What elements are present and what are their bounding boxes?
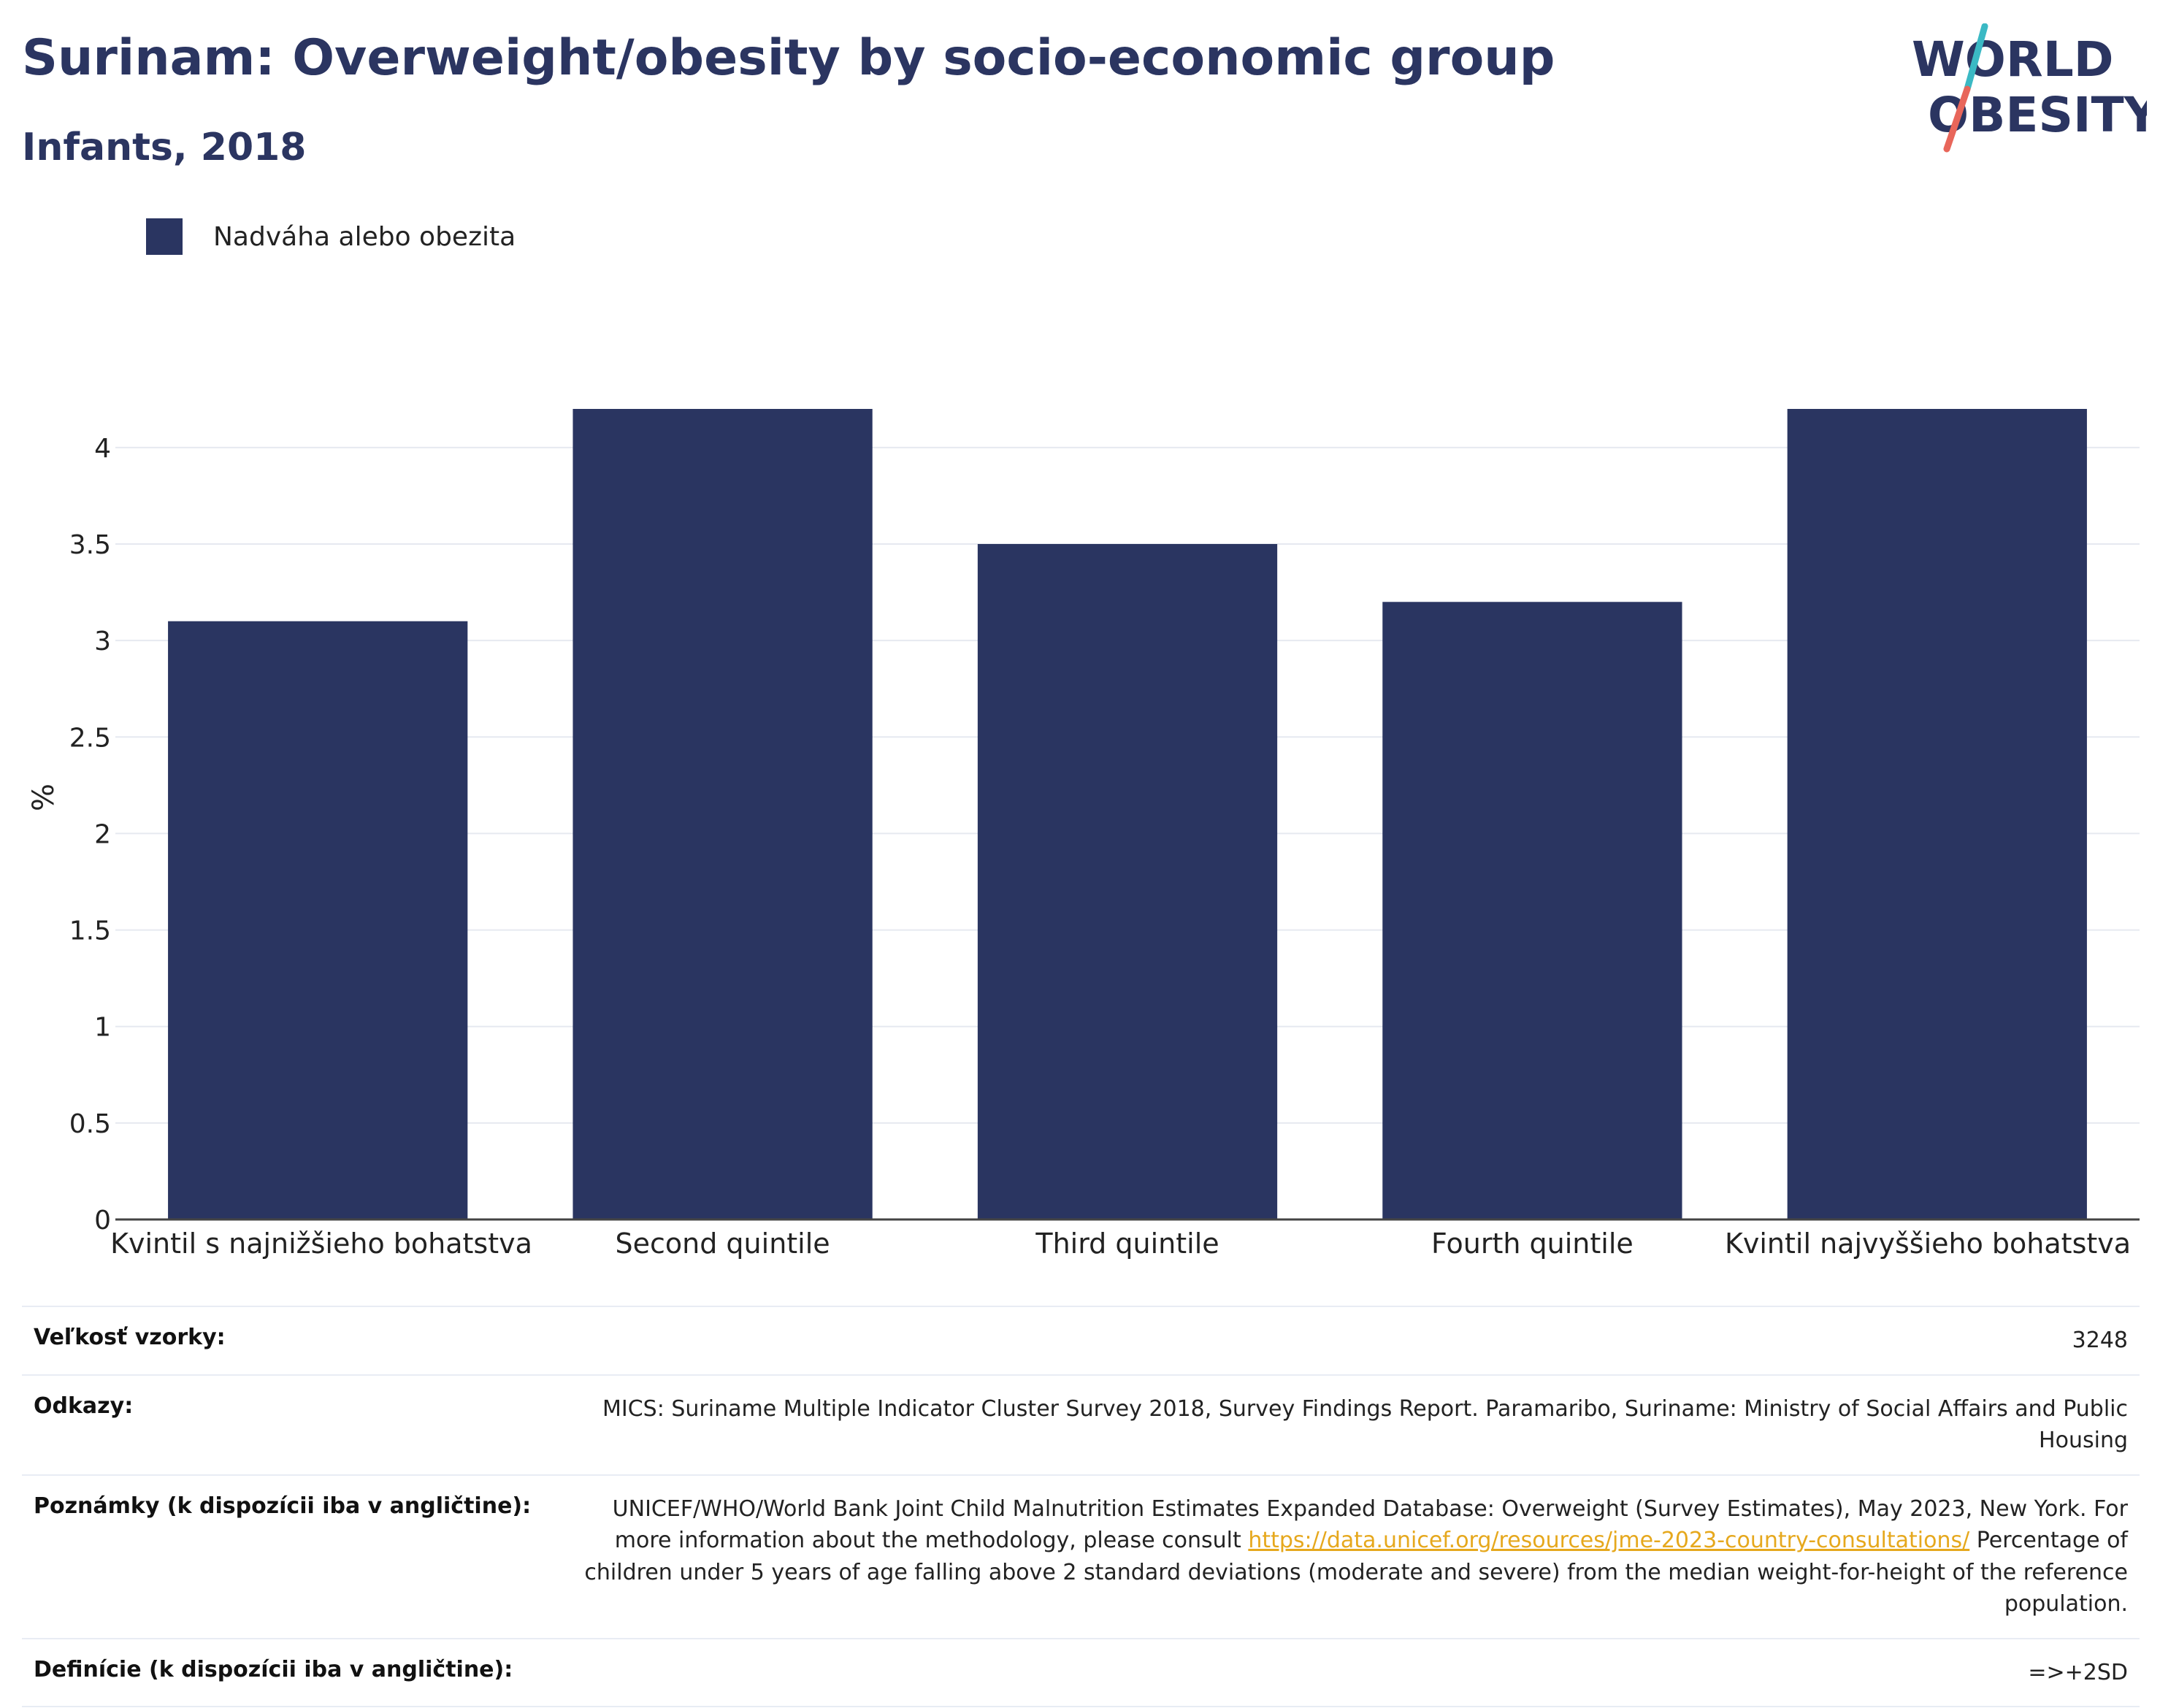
y-tick-label: 3.5: [69, 530, 111, 560]
x-tick-label: Kvintil najvyššieho bohatstva: [1725, 1228, 2131, 1260]
chart-title: Surinam: Overweight/obesity by socio-eco…: [22, 29, 1555, 87]
sample-size-value: 3248: [2072, 1328, 2128, 1353]
meta-row-references: Odkazy: MICS: Suriname Multiple Indicato…: [22, 1374, 2140, 1474]
world-obesity-logo: WORLD OBESITY: [1912, 23, 2147, 153]
notes-label: Poznámky (k dispozícii iba v angličtine)…: [34, 1493, 532, 1519]
notes-text-after: Percentage of children under 5 years of …: [584, 1528, 2128, 1617]
y-tick-label: 0.5: [69, 1109, 111, 1139]
notes-text-before: UNICEF/WHO/World Bank Joint Child Malnut…: [612, 1496, 2128, 1554]
bar: [977, 544, 1278, 1219]
x-tick-label: Third quintile: [1035, 1228, 1219, 1260]
bar: [1787, 409, 2087, 1219]
y-tick-label: 4: [94, 434, 111, 464]
notes-link[interactable]: https://data.unicef.org/resources/jme-20…: [1248, 1528, 1970, 1553]
meta-row-notes: Poznámky (k dispozícii iba v angličtine)…: [22, 1474, 2140, 1638]
legend[interactable]: Nadváha alebo obezita: [146, 216, 516, 257]
bar-chart: 0 0.5 1 1.5 2 2.5 3 3.5 4 Kvintil s najnižšieho b…: [69, 409, 2140, 1260]
chart-subtitle: Infants, 2018: [22, 126, 307, 169]
y-tick-label: 0: [94, 1206, 111, 1236]
y-tick-label: 2: [94, 819, 111, 849]
bar: [168, 621, 468, 1219]
bar: [572, 409, 873, 1219]
logo-slash-bottom: [1943, 85, 1971, 153]
x-tick-label: Kvintil s najnižšieho bohatstva: [110, 1228, 532, 1260]
y-tick-label: 2.5: [69, 723, 111, 753]
metadata-table: Veľkosť vzorky: 3248 Odkazy: MICS: Surin…: [22, 1306, 2140, 1707]
legend-label: Nadváha alebo obezita: [213, 221, 516, 252]
meta-row-sample-size: Veľkosť vzorky: 3248: [22, 1306, 2140, 1374]
bar: [1382, 602, 1682, 1219]
x-tick-label: Second quintile: [616, 1228, 830, 1260]
sample-size-label: Veľkosť vzorky:: [34, 1325, 226, 1350]
logo-word-world: WORLD: [1912, 31, 2114, 88]
definitions-value: =>+2SD: [2028, 1659, 2128, 1685]
notes-value: UNICEF/WHO/World Bank Joint Child Malnut…: [580, 1493, 2128, 1620]
x-tick-label: Fourth quintile: [1431, 1228, 1634, 1260]
y-tick-label: 3: [94, 627, 111, 656]
y-tick-label: 1.5: [69, 916, 111, 946]
definitions-label: Definície (k dispozícii iba v angličtine…: [34, 1656, 513, 1682]
references-value: MICS: Suriname Multiple Indicator Cluste…: [602, 1395, 2128, 1454]
logo-slash-top: [1964, 23, 1988, 93]
y-tick-label: 1: [94, 1013, 111, 1043]
legend-swatch: [146, 218, 183, 255]
meta-row-definitions: Definície (k dispozícii iba v angličtine…: [22, 1637, 2140, 1707]
references-label: Odkazy:: [34, 1393, 134, 1419]
